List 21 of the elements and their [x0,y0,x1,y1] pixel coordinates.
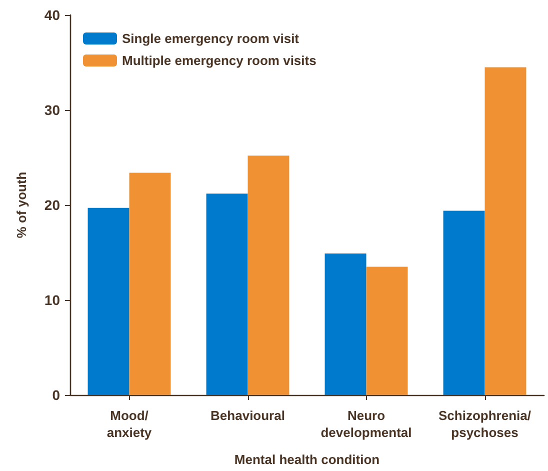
y-tick-label: 10 [44,292,60,308]
bar [88,208,130,395]
legend-label: Multiple emergency room visits [122,53,316,68]
legend-label: Single emergency room visit [122,31,300,46]
y-tick-label: 40 [44,7,60,23]
x-axis-title: Mental health condition [234,452,380,467]
bar [248,156,290,395]
y-tick-label: 0 [52,387,60,403]
x-tick-label: Neuro developmental [320,408,412,440]
y-tick-label: 30 [44,102,60,118]
bar [366,266,408,395]
x-tick-label: Mood/ anxiety [106,408,152,440]
bar [206,194,248,395]
x-tick-label: Schizophrenia/ psychoses [438,408,532,440]
y-axis-title: % of youth [14,172,29,238]
bar [324,253,366,395]
bar [484,67,526,395]
x-tick-label: Behavioural [210,408,285,423]
bar [443,210,485,395]
bar [129,172,171,395]
y-tick-label: 20 [44,197,60,213]
